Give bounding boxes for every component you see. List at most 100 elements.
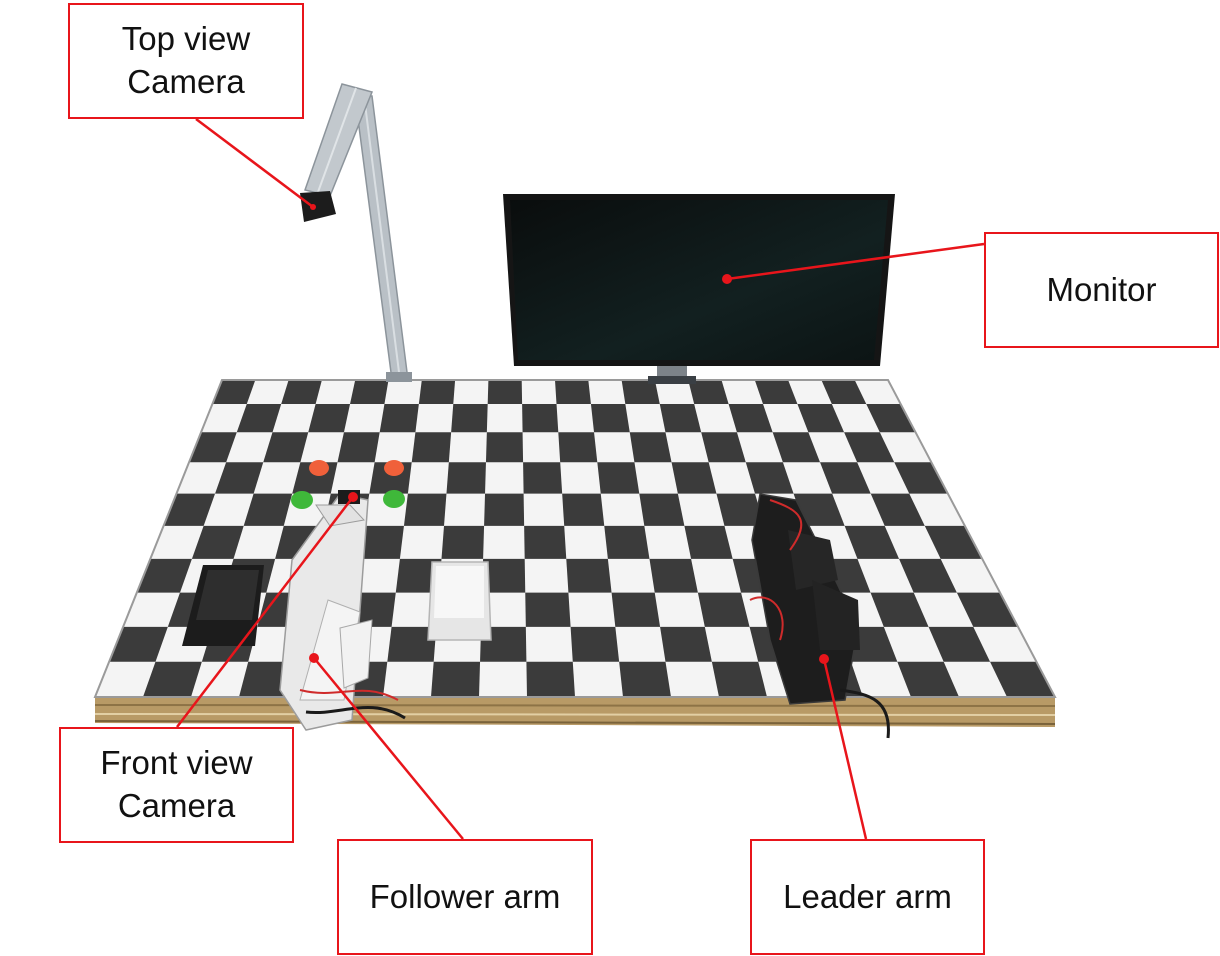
checkerboard-tile	[639, 493, 685, 526]
checkerboard-tile	[281, 380, 322, 405]
checkerboard-tile	[659, 404, 702, 433]
camera-mount-arm	[304, 83, 412, 382]
follower-arm	[279, 490, 406, 731]
checkerboard-tile	[308, 404, 351, 433]
leader-arm	[749, 493, 890, 739]
checkerboard-tile	[337, 432, 380, 463]
front-view-camera-label-line2: Camera	[117, 787, 236, 824]
checkerboard-tile	[716, 493, 765, 526]
checkerboard-tile	[403, 493, 447, 526]
checkerboard-tile	[688, 380, 729, 405]
checkerboard-tile	[697, 592, 750, 627]
checkerboard-tile	[590, 404, 630, 433]
checkerboard-tile	[236, 404, 282, 433]
monitor-label-text: Monitor	[1046, 270, 1157, 308]
checkerboard-tile	[772, 432, 821, 463]
checkerboard-tile	[441, 525, 485, 559]
checkerboard-tile	[524, 525, 567, 559]
checkerboard-tile	[844, 432, 895, 463]
table-rail	[94, 697, 1056, 727]
front-view-camera-label: Front view Camera	[59, 727, 294, 843]
checkerboard-tile	[555, 380, 591, 405]
checkerboard-tile	[482, 558, 526, 593]
callout-line-monitor	[726, 242, 985, 281]
checkerboard-tile	[820, 462, 871, 494]
checkerboard-tile	[522, 404, 559, 433]
checkerboard-tile	[411, 432, 452, 463]
checkerboard-tile	[263, 432, 309, 463]
checkerboard-tile	[418, 380, 456, 405]
checkerboard-tile	[619, 661, 671, 697]
top-view-camera-label: Top view Camera	[68, 3, 304, 119]
checkerboard-tile	[621, 380, 660, 405]
checkerboard-tile	[711, 661, 767, 697]
checkerboard-tile	[350, 380, 389, 405]
checkerboard-tile	[866, 404, 916, 433]
checkerboard-tile	[566, 558, 612, 593]
bottle-caps	[291, 460, 405, 509]
checkerboard-tile	[570, 626, 620, 662]
checkerboard-tile	[629, 432, 672, 463]
checkerboard-tile	[487, 380, 523, 405]
checkerboard-tile	[899, 558, 957, 593]
monitor	[503, 194, 895, 384]
checkerboard-tile	[212, 380, 256, 405]
checkerboard-tile	[395, 558, 442, 593]
white-bin	[427, 561, 492, 641]
checkerboard-tile	[745, 462, 794, 494]
top-view-camera-label-line1: Top view	[121, 20, 251, 58]
checkerboard-tile	[844, 525, 900, 559]
checkerboard-tile	[701, 432, 746, 463]
checkerboard-tile	[897, 661, 959, 697]
monitor-label: Monitor	[984, 232, 1219, 348]
checkerboard-tile	[660, 626, 712, 662]
checkerboard-tile	[189, 432, 237, 463]
checkerboard-tile	[684, 525, 733, 559]
checkerboard-tile	[870, 493, 925, 526]
callout-dots	[309, 274, 829, 664]
checkerboard-tile	[924, 525, 983, 559]
checkerboard-tile	[671, 462, 717, 494]
checkerboard-tile	[597, 462, 640, 494]
checkerboard-tile	[451, 404, 488, 433]
checkerboard-tile	[928, 626, 991, 662]
checkerboard-tile	[485, 432, 524, 463]
checkerboard-tile	[526, 661, 575, 697]
checkerboard-tile	[990, 661, 1055, 697]
follower-arm-label-text: Follower arm	[369, 877, 561, 915]
checkerboard-tile	[956, 592, 1019, 627]
checkerboard-tile	[754, 380, 798, 405]
front-view-camera-label-line1: Front view	[100, 744, 253, 782]
checkerboard-tile	[821, 380, 867, 405]
checkerboard-tile	[191, 525, 244, 559]
callout-line-front-camera	[176, 496, 354, 728]
checkerboard-tile	[379, 404, 419, 433]
checkerboard-tile	[649, 558, 698, 593]
callout-lines	[176, 118, 985, 840]
checkerboard-tile	[136, 558, 192, 593]
follower-arm-label: Follower arm	[337, 839, 593, 955]
checkerboard-tile	[523, 462, 563, 494]
checkerboard-tile	[484, 493, 525, 526]
checkerboard-tile	[525, 592, 571, 627]
checkerboard-tile	[604, 525, 650, 559]
callout-line-leader-arm	[822, 658, 868, 840]
checkerboard-tile	[728, 404, 773, 433]
checkerboard-tile	[562, 493, 605, 526]
checkerboard-tile	[109, 626, 168, 662]
top-view-camera-label-line2: Camera	[127, 63, 245, 100]
callout-line-follower-arm	[313, 657, 464, 840]
checkerboard-tile	[480, 626, 527, 662]
checkerboard-tile	[215, 462, 264, 494]
checkerboard-tile	[446, 462, 486, 494]
checkerboard-tile	[611, 592, 661, 627]
checkerboard-tile	[358, 525, 404, 559]
black-bin	[182, 565, 264, 646]
checkerboard-tile	[431, 661, 481, 697]
checkerboard-tile	[243, 493, 293, 526]
checkerboard-tile	[163, 493, 216, 526]
checkerboard-tile	[793, 493, 845, 526]
top-view-camera	[300, 191, 336, 222]
checkerboard-tile	[143, 661, 202, 697]
